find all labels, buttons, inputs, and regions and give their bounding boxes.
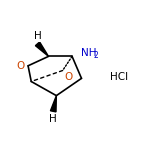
Text: HCl: HCl [110, 72, 128, 82]
Polygon shape [50, 96, 56, 112]
Text: H: H [49, 114, 57, 124]
Text: O: O [64, 72, 73, 82]
Text: NH: NH [81, 48, 97, 58]
Polygon shape [35, 42, 48, 56]
Text: O: O [17, 61, 25, 71]
Text: 2: 2 [94, 51, 98, 60]
Text: H: H [34, 31, 41, 41]
